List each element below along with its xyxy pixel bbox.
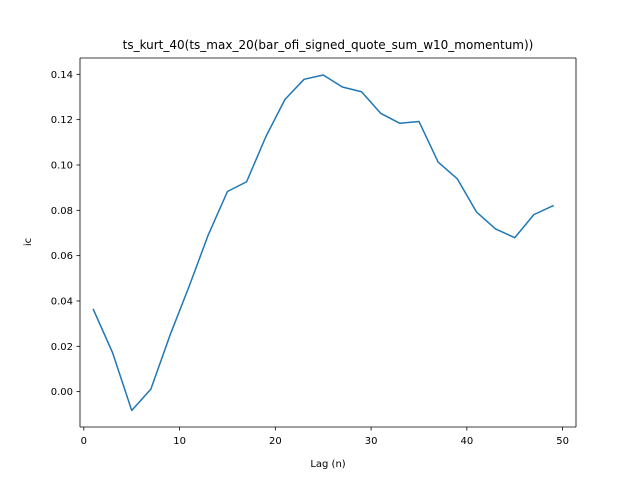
x-tick-label: 0 — [81, 436, 87, 447]
y-tick-label: 0.14 — [51, 70, 73, 81]
x-tick-label: 10 — [173, 436, 186, 447]
y-tick-label: 0.00 — [51, 387, 73, 398]
x-tick-label: 40 — [460, 436, 473, 447]
plot-area: 0 10 20 30 40 50 0.00 0.02 0.04 0.06 0.08 0.10 0.12 0… — [51, 57, 577, 447]
y-tick-label: 0.10 — [51, 160, 73, 171]
x-tick-label: 50 — [556, 436, 569, 447]
y-tick-label: 0.08 — [51, 206, 73, 217]
y-tick-label: 0.02 — [51, 342, 73, 353]
x-axis-label: Lag (n) — [310, 459, 345, 470]
series-line-0 — [92, 74, 555, 412]
y-tick-label: 0.06 — [51, 251, 73, 262]
y-tick-label: 0.04 — [51, 296, 73, 307]
y-tick-label: 0.12 — [51, 115, 73, 126]
y-axis-label: ic — [23, 238, 34, 246]
x-tick-label: 30 — [365, 436, 378, 447]
chart-title: ts_kurt_40(ts_max_20(bar_ofi_signed_quot… — [123, 38, 534, 52]
x-tick-label: 20 — [269, 436, 282, 447]
